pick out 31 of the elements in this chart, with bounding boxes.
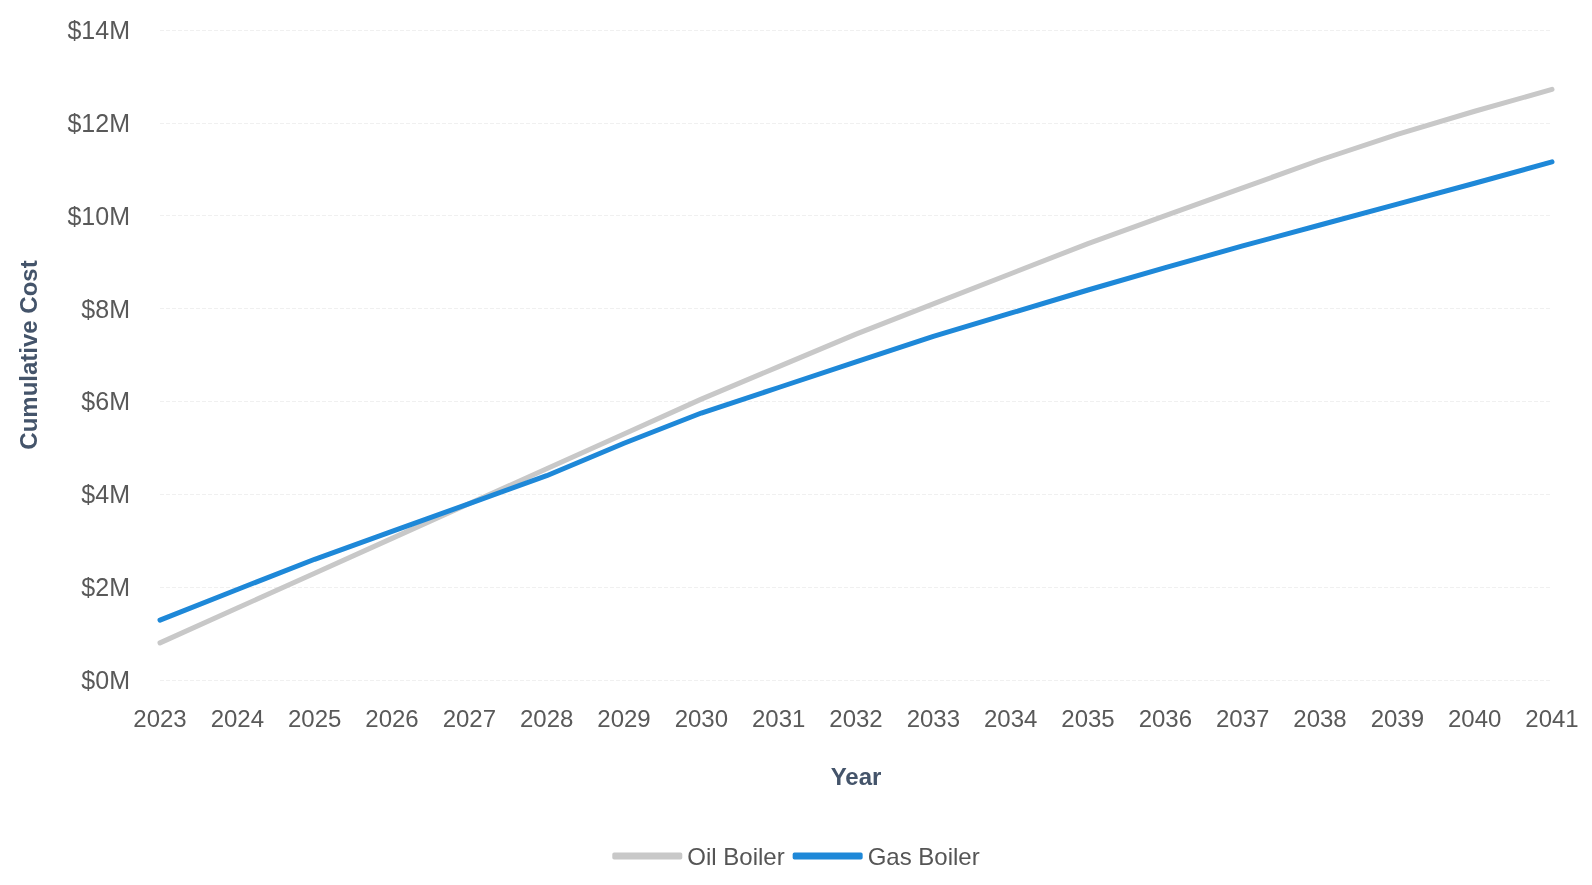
y-tick-label: $12M bbox=[67, 108, 130, 137]
y-tick-label: $14M bbox=[67, 16, 130, 44]
y-tick-label: $6M bbox=[81, 387, 130, 416]
x-tick-label: 2041 bbox=[1525, 704, 1579, 732]
x-tick-label: 2027 bbox=[442, 704, 497, 732]
x-tick-label: 2025 bbox=[287, 704, 342, 732]
x-tick-label: 2029 bbox=[597, 704, 651, 732]
x-tick-label: 2039 bbox=[1370, 704, 1425, 732]
x-tick-label: 2028 bbox=[519, 704, 574, 732]
x-axis-title: Year bbox=[830, 762, 882, 790]
y-tick-label: $4M bbox=[81, 480, 130, 509]
y-axis-title: Cumulative Cost bbox=[14, 260, 42, 450]
x-tick-label: 2031 bbox=[751, 704, 806, 732]
y-tick-label: $0M bbox=[81, 666, 130, 694]
x-tick-label: 2033 bbox=[906, 704, 961, 732]
x-tick-label: 2032 bbox=[829, 704, 883, 732]
legend-label: Oil Boiler bbox=[687, 842, 785, 870]
x-tick-label: 2026 bbox=[365, 704, 419, 732]
x-tick-label: 2036 bbox=[1138, 704, 1193, 732]
x-tick-label: 2023 bbox=[133, 704, 187, 732]
y-tick-label: $10M bbox=[67, 201, 130, 230]
x-tick-label: 2040 bbox=[1447, 704, 1502, 732]
x-tick-label: 2024 bbox=[210, 704, 265, 732]
legend-label: Gas Boiler bbox=[867, 842, 980, 870]
x-tick-label: 2035 bbox=[1061, 704, 1115, 732]
x-tick-label: 2038 bbox=[1293, 704, 1347, 732]
x-tick-label: 2037 bbox=[1215, 704, 1270, 732]
y-tick-label: $8M bbox=[81, 294, 130, 323]
x-tick-label: 2030 bbox=[674, 704, 729, 732]
x-tick-label: 2034 bbox=[983, 704, 1038, 732]
y-tick-label: $2M bbox=[81, 573, 130, 602]
